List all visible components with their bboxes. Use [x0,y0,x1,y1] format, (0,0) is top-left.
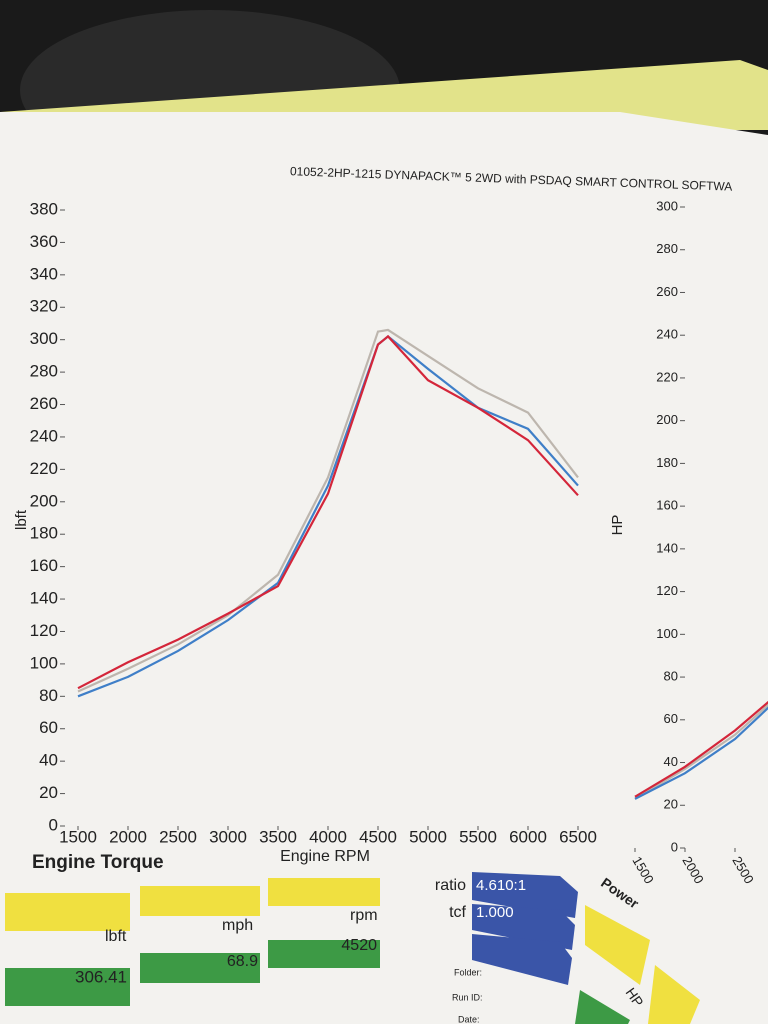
x-tick-label: 4500 [359,827,397,846]
y-tick-label: 120 [30,621,58,640]
tcf-value: 1.000 [476,904,514,921]
x-tick-label: 5500 [459,827,497,846]
x-tick-label: 4000 [309,827,347,846]
y-tick-label: 140 [30,589,58,608]
line [634,703,768,800]
yellow-box [585,905,650,985]
line [634,706,768,800]
ratio-value: 4.610:1 [476,877,526,894]
line [77,335,579,698]
green-box [268,940,380,968]
y-tick-label: 300 [30,329,58,348]
line [77,334,579,690]
y2-label: HP [609,515,626,536]
y-tick-label: 60 [39,718,58,737]
x-label: Engine RPM [280,848,370,865]
x-tick-label: 6000 [509,827,547,846]
y-tick-label: 100 [30,653,58,672]
y-tick-label: 180 [656,455,678,470]
ratio-label: ratio [435,877,466,894]
y-tick-label: 140 [656,540,678,555]
x-tick-label: 5000 [409,827,447,846]
y-tick-label: 300 [656,198,678,213]
line [634,700,768,798]
y-tick-label: 60 [664,711,678,726]
x-tick-label: 3500 [259,827,297,846]
y-tick-label: 160 [656,498,678,513]
y-tick-label: 160 [30,556,58,575]
y-tick-label: 260 [656,284,678,299]
y-label: lbft [13,509,30,530]
y-tick-label: 40 [39,751,58,770]
yellow-box [268,878,380,906]
yellow-box [5,893,130,931]
readout-value: 4520 [341,937,377,954]
y-tick-label: 80 [39,686,58,705]
green-box [575,990,630,1024]
x-tick-label: 6500 [559,827,597,846]
readout-label: lbft [105,928,127,945]
y-tick-label: 320 [30,297,58,316]
y-tick-label: 0 [49,815,58,834]
y-tick-label: 20 [664,797,678,812]
y-tick-label: 180 [30,524,58,543]
yellow-box [648,965,700,1024]
x-tick-label: 3000 [209,827,247,846]
field-label: Date: [458,1014,480,1024]
y-tick-label: 220 [30,459,58,478]
x-tick-label: 1500 [59,827,97,846]
paper [0,112,768,1024]
y-tick-label: 280 [656,241,678,256]
y-tick-label: 360 [30,232,58,251]
green-box [5,968,130,1006]
green-box [140,953,260,983]
readout-value: 68.9 [227,953,258,970]
y-tick-label: 340 [30,264,58,283]
field-label: Run ID: [452,992,483,1002]
blue-box [472,934,572,985]
line [77,328,579,693]
y-tick-label: 240 [656,327,678,342]
y-tick-label: 40 [664,754,678,769]
y-tick-label: 280 [30,362,58,381]
y-tick-label: 80 [664,669,678,684]
readout-label: rpm [350,907,378,924]
panel-title: Engine Torque [32,852,164,873]
readout-value: 306.41 [75,967,127,986]
y-tick-label: 260 [30,394,58,413]
y-tick-label: 380 [30,199,58,218]
y-tick-label: 240 [30,426,58,445]
y-tick-label: 200 [656,412,678,427]
tcf-label: tcf [449,904,466,921]
y-tick-label: 20 [39,783,58,802]
y-tick-label: 220 [656,369,678,384]
blue-box [472,904,575,950]
readout-label: mph [222,917,253,934]
yellow-box [140,886,260,916]
blue-box [472,872,578,918]
field-label: Folder: [454,967,482,977]
y-tick-label: 200 [30,491,58,510]
y-tick-label: 0 [671,839,678,854]
y-tick-label: 120 [656,583,678,598]
x-tick-label: 2000 [109,827,147,846]
x-tick-label: 2500 [159,827,197,846]
y-tick-label: 100 [656,626,678,641]
